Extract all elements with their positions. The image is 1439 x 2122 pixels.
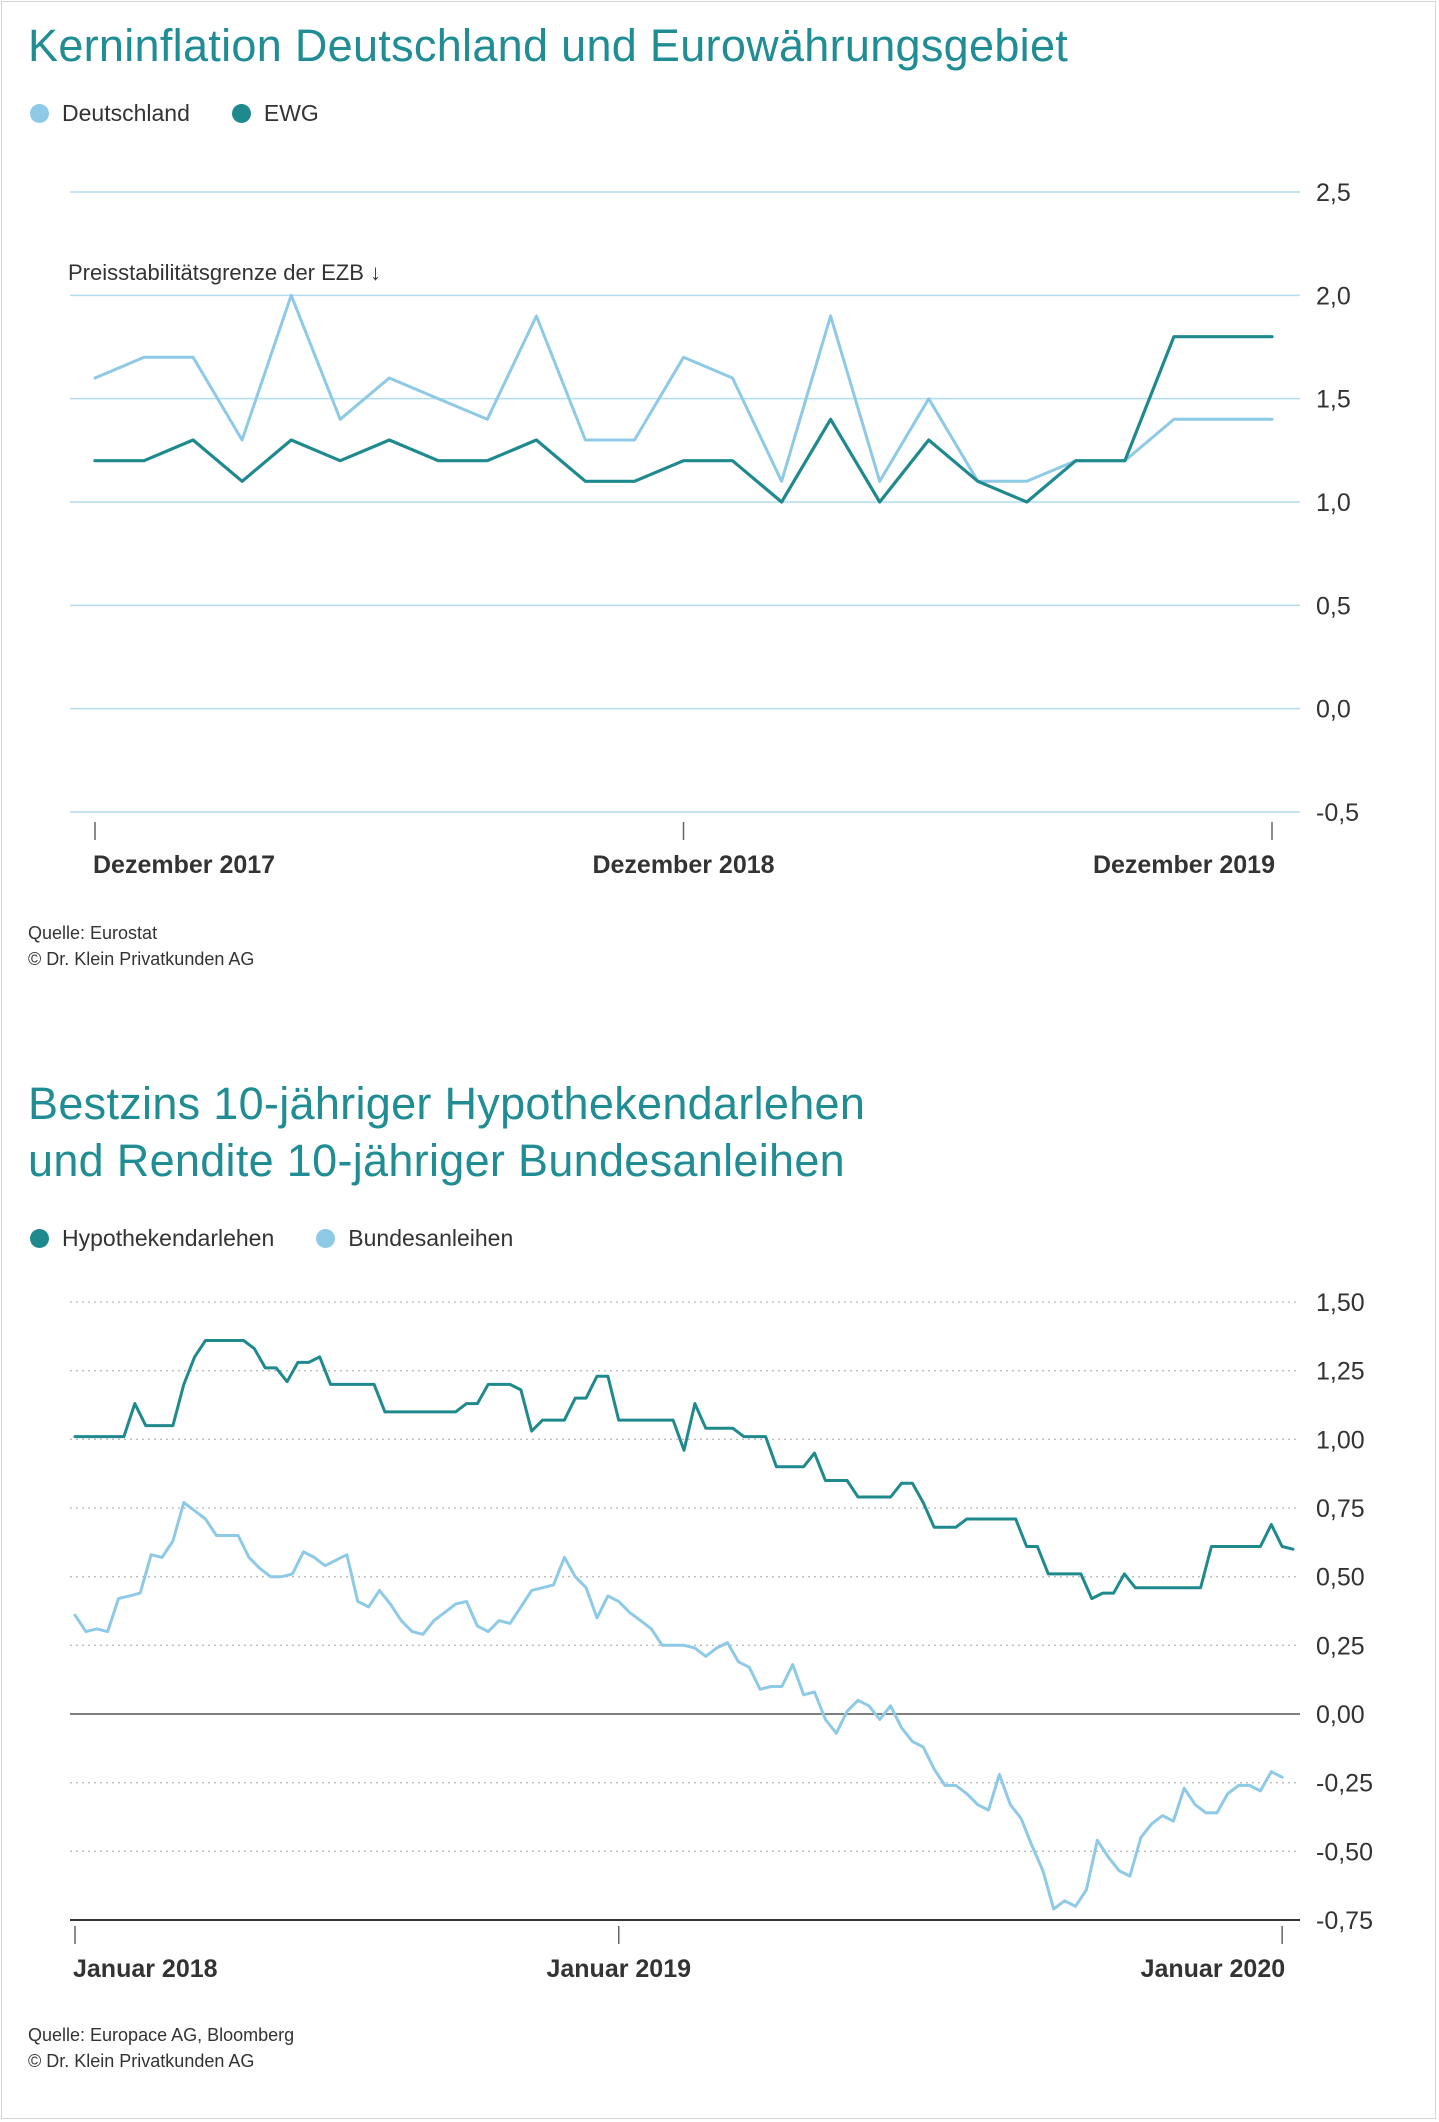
inflation-line-chart: 2,52,01,51,00,50,0-0,5 Dezember 2017 Deze… [68,179,1359,879]
chart1-series [93,293,1274,504]
chart1-title: Kerninflation Deutschland und Eurowährun… [28,20,1069,71]
x-tick-label: Januar 2018 [73,1955,218,1983]
chart1-legend: Deutschland EWG [30,100,319,127]
y-tick-label: 1,5 [1316,386,1351,414]
y-tick-label: 0,25 [1316,1632,1365,1660]
chart2-series [73,1339,1295,1911]
inflation-chart-panel: Kerninflation Deutschland und Eurowährun… [0,0,1439,1000]
y-tick-label: 0,0 [1316,696,1351,724]
legend-dot-bundesanleihen [316,1229,336,1248]
chart2-gridlines [70,1301,1300,1921]
y-tick-label: -0,75 [1316,1907,1373,1935]
x-tick-label: Dezember 2017 [93,851,275,879]
y-tick-label: 0,75 [1316,1495,1365,1523]
y-tick-label: -0,50 [1316,1838,1373,1866]
chart2-title-line1: Bestzins 10-jähriger Hypothekendarlehen [28,1078,866,1129]
legend-label-bundesanleihen: Bundesanleihen [348,1225,514,1251]
chart2-title-line2: und Rendite 10-jähriger Bundesanleihen [28,1135,845,1186]
y-tick-label: 1,0 [1316,489,1351,517]
legend-dot-deutschland [30,104,49,123]
chart2-copyright-line: © Dr. Klein Privatkunden AG [28,2051,255,2071]
legend-label-hypothekendarlehen: Hypothekendarlehen [62,1225,275,1251]
y-tick-label: 1,50 [1316,1289,1365,1317]
y-tick-label: 1,00 [1316,1426,1365,1454]
legend-item-ewg: EWG [231,100,319,127]
ezb-threshold-annotation: Preisstabilitätsgrenze der EZB ↓ [68,260,381,285]
chart2-y-tick-labels: 1,50 1,25 1,00 0,75 0,50 0,25 0,00 -0,25 -0,50 -0… [1316,1289,1373,1935]
y-tick-label: 2,5 [1316,179,1351,207]
chart1-gridlines [70,191,1300,813]
chart1-y-tick-labels: 2,5 2,0 1,5 1,0 0,5 0,0 -0,5 [1316,179,1359,827]
legend-item-hypothekendarlehen: Hypothekendarlehen [30,1225,274,1252]
legend-item-bundesanleihen: Bundesanleihen [316,1225,513,1252]
x-tick-label: Januar 2019 [546,1955,691,1983]
y-tick-label: 0,5 [1316,592,1351,620]
legend-dot-ewg [231,104,251,123]
y-tick-label: 1,25 [1316,1358,1365,1386]
y-tick-label: 0,00 [1316,1701,1365,1729]
chart2-x-axis: Januar 2018 Januar 2019 Januar 2020 [73,1926,1285,1983]
y-tick-label: 0,50 [1316,1564,1365,1592]
mortgage-chart-panel: Bestzins 10-jähriger Hypothekendarlehen … [0,1060,1439,2122]
chart2-legend: Hypothekendarlehen Bundesanleihen [30,1225,513,1252]
x-tick-label: Dezember 2018 [592,851,774,879]
legend-label-ewg: EWG [263,100,319,126]
series-line-ewg [93,335,1274,504]
y-tick-label: 2,0 [1316,282,1351,310]
x-tick-label: Dezember 2019 [1093,851,1275,879]
y-tick-label: -0,5 [1316,799,1359,827]
chart1-source-line: Quelle: Eurostat [28,923,158,943]
legend-item-deutschland: Deutschland [30,100,190,127]
legend-dot-hypothekendarlehen [30,1229,49,1248]
legend-label-deutschland: Deutschland [62,100,190,126]
x-tick-label: Januar 2020 [1141,1955,1286,1983]
chart1-source: Quelle: Eurostat © Dr. Klein Privatkunde… [28,920,254,972]
chart2-source-line: Quelle: Europace AG, Bloomberg [28,2025,295,2045]
chart1-copyright-line: © Dr. Klein Privatkunden AG [28,949,255,969]
chart2-title: Bestzins 10-jähriger Hypothekendarlehen … [28,1075,865,1189]
chart2-source: Quelle: Europace AG, Bloomberg © Dr. Kle… [28,2022,294,2074]
series-line-deutschland [93,293,1274,483]
chart1-x-axis: Dezember 2017 Dezember 2018 Dezember 2019 [93,822,1275,879]
series-line-bundesanleihen [73,1501,1284,1911]
series-line-hypothekendarlehen [73,1339,1295,1601]
y-tick-label: -0,25 [1316,1770,1373,1798]
mortgage-bund-line-chart: 1,50 1,25 1,00 0,75 0,50 0,25 0,00 -0,25 -0,50 -0… [70,1289,1373,1983]
